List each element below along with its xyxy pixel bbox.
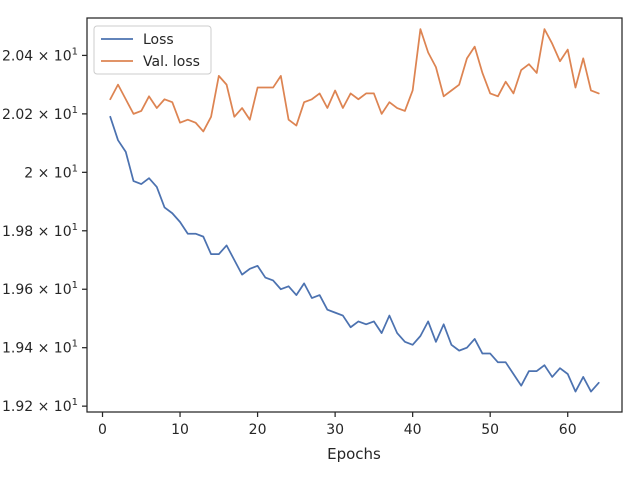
y-axis: 1.92 × 101 1.94 × 101 1.96 × 101 1.98 × 101… [2,46,87,415]
y-tick-label: 2.04 × 101 [2,46,78,64]
series-line-loss [109,115,600,393]
x-tick-label: 60 [559,422,577,438]
plot-frame [86,17,623,413]
y-tick-label: 1.98 × 101 [2,222,78,240]
x-tick-label: 40 [404,422,422,438]
x-tick-label: 20 [249,422,267,438]
x-tick-label: 30 [326,422,344,438]
y-tick-label: 2 × 101 [24,163,78,181]
x-axis-label: Epochs [327,445,381,463]
y-tick-label: 1.94 × 101 [2,339,78,357]
y-tick-label: 2.02 × 101 [2,105,78,123]
legend-frame [93,25,212,75]
x-axis: 0 10 20 30 40 50 60 [98,412,577,438]
plot-lines [109,28,600,393]
series-line-val-loss [109,28,600,133]
x-tick-label: 10 [171,422,189,438]
legend-label-val-loss: Val. loss [143,54,200,70]
legend-label-loss: Loss [143,32,174,48]
x-tick-label: 0 [98,422,107,438]
y-tick-label: 1.96 × 101 [2,280,78,298]
legend: Loss Val. loss [93,25,212,75]
y-tick-label: 1.92 × 101 [2,397,78,415]
x-tick-label: 50 [481,422,499,438]
